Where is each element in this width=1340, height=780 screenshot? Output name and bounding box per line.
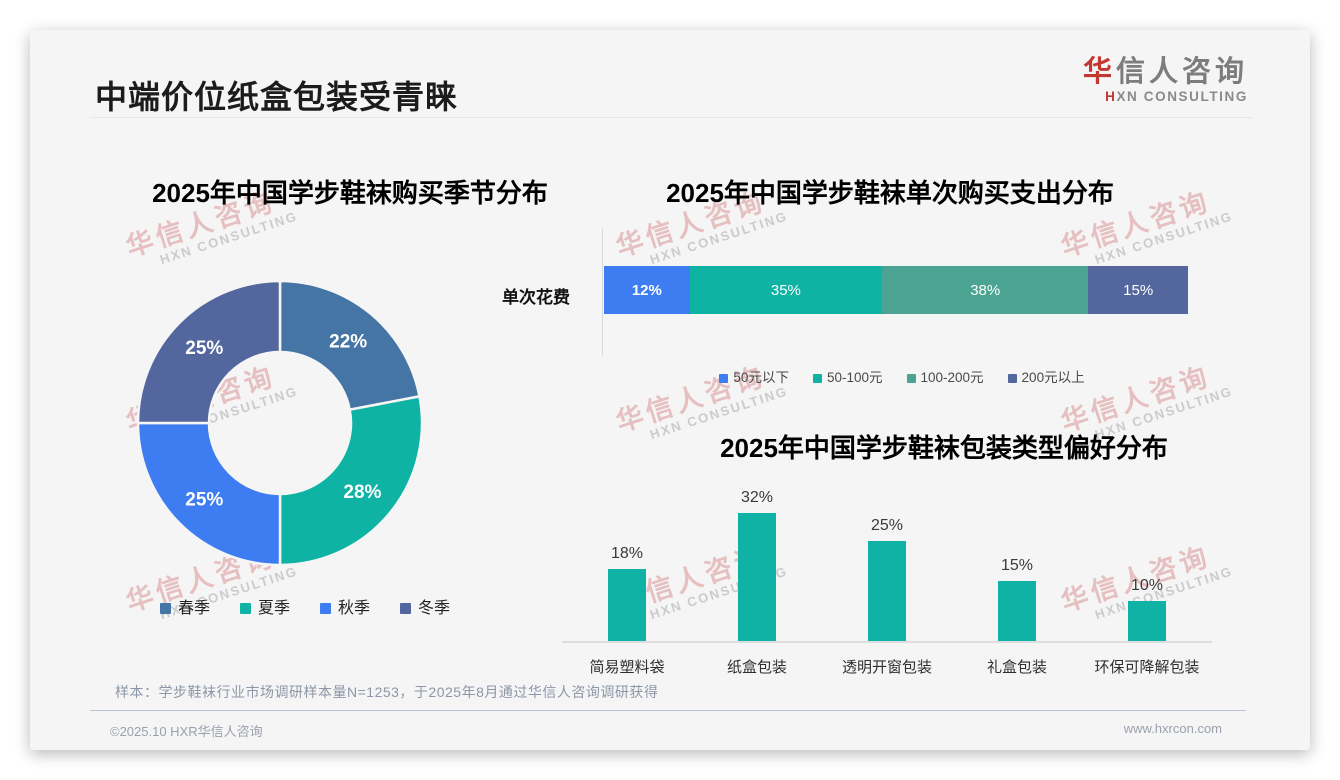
brand-logo-en: HXN CONSULTING <box>1083 89 1248 105</box>
stacked-chart-title: 2025年中国学步鞋袜单次购买支出分布 <box>666 178 1114 208</box>
season-donut-legend: 春季 夏季 秋季 冬季 <box>100 594 510 618</box>
brand-logo-en-accent: H <box>1105 89 1117 105</box>
legend-item-100-200元: 100-200元 <box>906 366 984 386</box>
brand-logo-cn-accent: 华 <box>1082 56 1116 88</box>
bars-row: 18% 32% 25% 15% 10% <box>562 485 1212 641</box>
bars-category-row: 简易塑料袋 纸盒包装 透明开窗包装 礼盒包装 环保可降解包装 <box>562 656 1212 677</box>
spend-stacked-legend: 50元以下 50-100元 100-200元 200元以上 <box>602 366 1202 386</box>
legend-label: 50-100元 <box>826 370 883 385</box>
season-donut-svg: 22% 28% 25% 25% <box>136 279 424 567</box>
legend-item-冬季: 冬季 <box>400 594 450 618</box>
donut-segment-秋季 <box>136 421 282 567</box>
brand-logo-cn: 华信人咨询 <box>1083 56 1248 89</box>
legend-item-春季: 春季 <box>159 594 210 618</box>
stack-segment-label: 12% <box>631 281 662 299</box>
donut-value-label: 25% <box>185 338 223 359</box>
legend-marker <box>159 603 171 614</box>
stack-segment-200元以上: 15% <box>1088 266 1188 314</box>
category-label: 简易塑料袋 <box>589 659 665 676</box>
page-title: 中端价位纸盒包装受青睐 <box>95 79 459 115</box>
legend-item-200元以上: 200元以上 <box>1007 366 1085 386</box>
stack-segment-50元以下: 12% <box>604 266 690 314</box>
bar <box>868 541 906 641</box>
bar-column-简易塑料袋: 18% <box>562 485 692 641</box>
sample-note: 样本：学步鞋袜行业市场调研样本量N=1253，于2025年8月通过华信人咨询调研… <box>115 684 659 700</box>
bar-value-label: 25% <box>870 517 904 534</box>
legend-marker <box>400 603 412 614</box>
legend-marker <box>1007 374 1017 383</box>
legend-label: 春季 <box>177 600 210 617</box>
footer-divider <box>90 710 1246 711</box>
stack-segment-50-100元: 35% <box>689 266 883 314</box>
donut-segment-冬季 <box>136 279 282 425</box>
bars-baseline-axis <box>562 641 1212 643</box>
stack-segment-100-200元: 38% <box>882 266 1089 314</box>
stack-segment-label: 15% <box>1123 281 1154 299</box>
legend-marker <box>812 374 822 383</box>
category-label: 透明开窗包装 <box>841 659 932 676</box>
category-label: 纸盒包装 <box>726 659 787 676</box>
legend-item-秋季: 秋季 <box>320 594 370 618</box>
header-divider <box>90 117 1252 118</box>
legend-marker <box>719 374 729 383</box>
legend-label: 200元以上 <box>1021 370 1085 385</box>
category-label: 礼盒包装 <box>986 659 1047 676</box>
donut-value-label: 28% <box>343 482 381 503</box>
bar <box>1128 601 1166 641</box>
legend-marker <box>906 374 916 383</box>
legend-marker <box>239 603 251 614</box>
brand-logo-en-rest: XN CONSULTING <box>1116 89 1248 105</box>
bar-column-透明开窗包装: 25% <box>822 485 952 641</box>
stacked-row-label: 单次花费 <box>502 288 570 307</box>
bar <box>998 581 1036 641</box>
legend-item-夏季: 夏季 <box>239 594 290 618</box>
report-slide: 华信人咨询 HXN CONSULTING 华信人咨询 HXN CONSULTING 华信… <box>30 30 1310 750</box>
bar-value-label: 32% <box>740 489 774 506</box>
bar-value-label: 10% <box>1130 577 1164 594</box>
bar-column-礼盒包装: 15% <box>952 485 1082 641</box>
copyright-text: ©2025.10 HXR华信人咨询 <box>110 724 263 739</box>
bar <box>608 569 646 641</box>
stacked-axis-line <box>602 228 603 356</box>
legend-item-50元以下: 50元以下 <box>719 366 789 386</box>
spend-stacked-bar: 12% 35% 38% 15% <box>604 266 1188 314</box>
legend-label: 冬季 <box>418 600 451 617</box>
bars-chart-title: 2025年中国学步鞋袜包装类型偏好分布 <box>720 433 1168 463</box>
packaging-bars-chart: 18% 32% 25% 15% 10% 简易塑料袋 纸盒包装 透明开窗包装 礼盒包装 环保可降解包… <box>562 485 1212 677</box>
donut-segment-夏季 <box>278 395 424 567</box>
legend-label: 50元以下 <box>733 370 789 385</box>
legend-marker <box>320 603 331 614</box>
legend-label: 夏季 <box>257 600 290 617</box>
donut-value-label: 25% <box>185 489 223 510</box>
donut-chart-title: 2025年中国学步鞋袜购买季节分布 <box>152 178 548 208</box>
legend-label: 100-200元 <box>920 370 984 385</box>
slide-content: 中端价位纸盒包装受青睐 华信人咨询 HXN CONSULTING 2025年中国… <box>30 30 1310 750</box>
bar-value-label: 15% <box>1000 557 1034 574</box>
donut-segment-春季 <box>278 279 421 411</box>
stack-segment-label: 38% <box>970 281 1001 299</box>
bar-column-环保可降解包装: 10% <box>1082 485 1212 641</box>
donut-value-label: 22% <box>329 331 367 352</box>
bar-column-纸盒包装: 32% <box>692 485 822 641</box>
category-label: 环保可降解包装 <box>1094 659 1200 676</box>
brand-logo-cn-rest: 信人咨询 <box>1115 56 1248 88</box>
legend-label: 秋季 <box>338 600 371 617</box>
bar-value-label: 18% <box>610 545 644 562</box>
website-link[interactable]: www.hxrcon.com <box>1123 721 1222 736</box>
legend-item-50-100元: 50-100元 <box>812 366 883 386</box>
bar <box>738 513 776 641</box>
stack-segment-label: 35% <box>770 281 801 299</box>
brand-logo: 华信人咨询 HXN CONSULTING <box>1083 56 1248 105</box>
